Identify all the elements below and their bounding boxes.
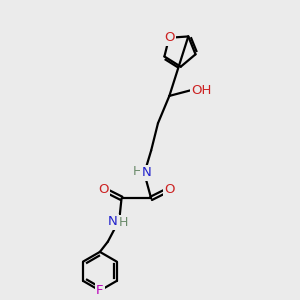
Text: H: H	[133, 165, 142, 178]
Text: O: O	[164, 183, 175, 196]
Text: N: N	[141, 167, 151, 179]
Text: O: O	[164, 31, 174, 44]
Text: F: F	[96, 284, 103, 297]
Text: H: H	[119, 216, 128, 229]
Text: OH: OH	[191, 84, 211, 97]
Text: O: O	[98, 183, 109, 196]
Text: N: N	[108, 215, 118, 228]
